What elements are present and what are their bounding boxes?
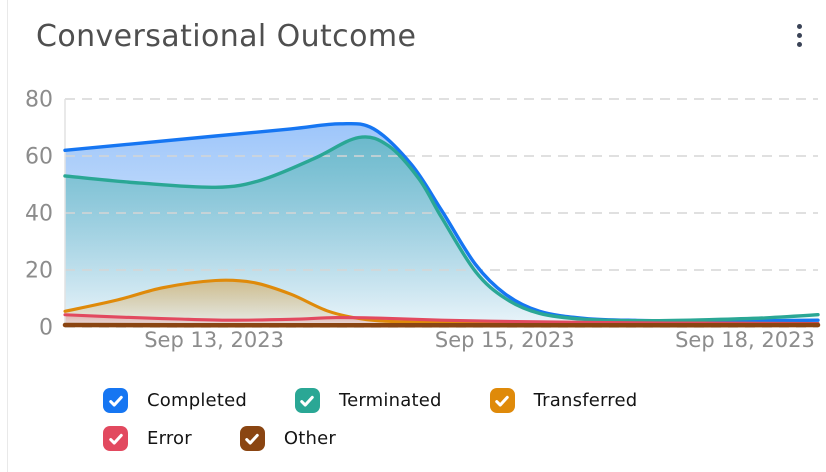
legend-item-transferred[interactable]: Transferred — [489, 388, 638, 413]
legend-label-completed: Completed — [147, 390, 247, 411]
checkmark-icon — [108, 433, 123, 445]
chart-area: 0 20 40 60 80 Sep 13, 2023 Sep 15, 2023 Sep 18,… — [0, 82, 826, 374]
legend-label-transferred: Transferred — [533, 390, 638, 411]
chart-options-menu-button[interactable] — [791, 20, 808, 51]
legend-label-other: Other — [283, 428, 336, 449]
legend-item-other[interactable]: Other — [239, 426, 336, 451]
chart-title: Conversational Outcome — [36, 19, 417, 54]
checkmark-icon — [108, 395, 123, 407]
legend-checkbox-completed[interactable] — [103, 388, 128, 413]
outcome-area-chart: 0 20 40 60 80 Sep 13, 2023 Sep 15, 2023 Sep 18,… — [25, 87, 821, 352]
x-tick-label: Sep 18, 2023 — [675, 328, 815, 352]
x-tick-label: Sep 13, 2023 — [144, 328, 284, 352]
legend-checkbox-other[interactable] — [239, 426, 265, 451]
x-tick-label: Sep 15, 2023 — [435, 328, 575, 352]
checkmark-icon — [245, 433, 260, 445]
legend-checkbox-transferred[interactable] — [489, 388, 515, 413]
legend-label-terminated: Terminated — [338, 390, 442, 411]
legend-checkbox-error[interactable] — [103, 426, 128, 451]
legend-label-error: Error — [147, 428, 192, 449]
kebab-menu-icon — [797, 24, 802, 47]
area-transferred — [65, 280, 818, 327]
checkmark-icon — [300, 395, 315, 407]
area-terminated — [65, 136, 818, 327]
y-tick-label: 40 — [25, 201, 53, 226]
legend-item-terminated[interactable]: Terminated — [294, 388, 442, 413]
card-left-border — [7, 0, 8, 472]
legend-checkbox-terminated[interactable] — [294, 388, 320, 413]
y-tick-label: 20 — [25, 258, 53, 283]
legend-item-error[interactable]: Error — [103, 426, 192, 451]
y-tick-label: 0 — [39, 315, 53, 340]
checkmark-icon — [495, 395, 509, 407]
chart-legend: Completed Terminated Transferred Error Other — [103, 388, 683, 451]
legend-item-completed[interactable]: Completed — [103, 388, 247, 413]
line-terminated — [63, 135, 820, 323]
y-tick-label: 60 — [25, 144, 53, 169]
y-tick-label: 80 — [25, 87, 53, 112]
